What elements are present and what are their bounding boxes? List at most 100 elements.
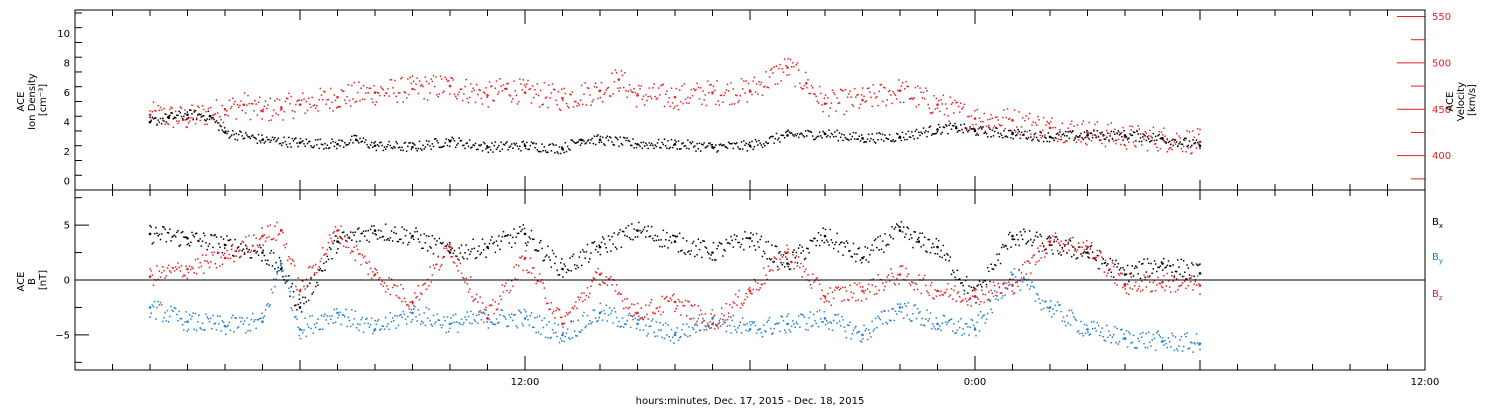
data-point [1074, 318, 1076, 320]
data-point [499, 150, 501, 152]
data-point [386, 239, 388, 241]
series-bx-sample [336, 240, 339, 243]
data-point [814, 93, 816, 96]
data-point [480, 97, 483, 100]
data-point [939, 110, 941, 113]
data-point [965, 127, 968, 130]
data-point [218, 242, 220, 245]
data-point [730, 142, 732, 145]
data-point [869, 332, 871, 334]
data-point [925, 87, 927, 89]
data-point [1145, 332, 1148, 335]
data-point [632, 318, 634, 321]
data-point [916, 288, 919, 291]
data-point [1089, 132, 1092, 134]
data-point [964, 297, 967, 300]
data-point [500, 309, 502, 311]
data-point [773, 256, 775, 258]
data-point [430, 281, 432, 283]
data-point [947, 132, 949, 135]
data-point [1144, 346, 1146, 349]
data-point [534, 276, 536, 279]
data-point [450, 139, 452, 142]
data-point [509, 289, 512, 292]
data-point [1140, 144, 1143, 146]
data-point [881, 282, 884, 284]
data-point [729, 103, 731, 106]
data-point [1104, 145, 1107, 148]
data-point [653, 312, 655, 315]
data-point [995, 116, 997, 118]
data-point [1184, 271, 1186, 273]
data-point [1166, 151, 1169, 153]
data-point [188, 265, 191, 267]
data-point [1061, 248, 1064, 250]
data-point [943, 292, 946, 294]
data-point [1084, 245, 1087, 247]
data-point [653, 331, 655, 333]
data-point [1037, 293, 1039, 296]
data-point [1016, 126, 1018, 128]
data-point [552, 252, 555, 255]
data-point [201, 105, 204, 107]
time-tick-label: 12:00 [511, 377, 540, 388]
data-point [607, 278, 610, 280]
series-by-sample [973, 328, 977, 331]
data-point [906, 226, 908, 228]
data-point [1010, 137, 1012, 139]
data-point [712, 315, 715, 318]
data-point [263, 315, 266, 317]
data-point [193, 236, 196, 238]
data-point [368, 326, 371, 328]
data-point [1153, 139, 1156, 142]
data-point [810, 131, 813, 134]
data-point [1101, 327, 1103, 329]
data-point [738, 289, 740, 292]
data-point [606, 135, 609, 138]
data-point [260, 109, 262, 112]
data-point [355, 245, 358, 247]
data-point [720, 144, 723, 147]
data-point [1157, 266, 1159, 268]
data-point [1193, 342, 1195, 344]
data-point [698, 142, 701, 145]
data-point [934, 252, 936, 255]
data-point [318, 328, 320, 331]
data-point [253, 250, 255, 252]
data-point [312, 146, 315, 149]
data-point [480, 143, 483, 146]
data-point [1097, 324, 1100, 327]
data-point [538, 150, 541, 153]
series-density-sample [973, 129, 977, 133]
data-point [739, 246, 742, 248]
data-point [279, 142, 282, 145]
data-point [186, 330, 189, 332]
data-point [1074, 248, 1076, 250]
data-point [687, 300, 689, 302]
data-point [1012, 131, 1015, 134]
data-point [757, 93, 759, 95]
data-point [557, 274, 560, 276]
data-point [1065, 243, 1067, 246]
data-point [824, 94, 827, 96]
data-point [783, 329, 786, 331]
data-point [188, 109, 191, 111]
data-point [369, 267, 372, 270]
data-point [681, 85, 683, 87]
data-point [183, 115, 185, 118]
data-point [1144, 135, 1146, 137]
data-point [1026, 131, 1029, 133]
data-point [817, 135, 820, 138]
data-point [179, 244, 182, 246]
data-point [1010, 246, 1012, 248]
data-point [1198, 143, 1200, 145]
data-point [221, 104, 224, 107]
data-point [1023, 228, 1025, 231]
data-point [446, 243, 449, 246]
data-point [1087, 331, 1089, 333]
data-point [447, 245, 450, 248]
data-point [865, 327, 868, 330]
data-point [549, 259, 551, 261]
data-point [771, 333, 773, 335]
data-point [477, 148, 479, 151]
